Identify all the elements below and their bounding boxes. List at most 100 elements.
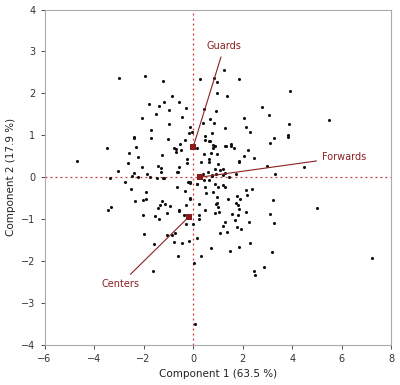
Point [259, 104, 265, 110]
Point [233, 171, 240, 177]
Point [270, 220, 277, 226]
Point [156, 216, 162, 222]
Point [202, 133, 208, 139]
Point [234, 192, 241, 199]
Point [208, 130, 215, 136]
Point [209, 172, 215, 178]
Point [216, 209, 222, 215]
Point [171, 239, 177, 245]
Point [172, 149, 179, 155]
Point [222, 183, 228, 189]
Point [174, 169, 180, 175]
Point [74, 158, 80, 164]
Point [246, 219, 252, 226]
Point [285, 132, 291, 138]
Point [186, 238, 193, 244]
Point [210, 142, 216, 149]
Point [236, 159, 242, 166]
Point [251, 268, 257, 274]
Point [368, 255, 375, 261]
Point [141, 73, 148, 79]
Point [182, 187, 189, 194]
Point [169, 232, 176, 238]
Point [165, 107, 172, 114]
Point [187, 179, 193, 186]
Point [248, 186, 255, 192]
Point [243, 209, 249, 215]
Point [243, 192, 250, 198]
Point [210, 146, 216, 152]
Point [224, 93, 230, 99]
Point [206, 159, 212, 165]
Point [178, 147, 184, 153]
Point [105, 207, 112, 213]
Point [236, 196, 243, 202]
Point [183, 221, 190, 228]
Point [197, 76, 203, 82]
Point [131, 135, 137, 141]
Point [176, 164, 182, 170]
Point [194, 145, 200, 151]
Point [192, 321, 198, 327]
Point [247, 129, 254, 136]
Point [186, 180, 193, 186]
Point [214, 200, 221, 206]
Point [164, 136, 171, 142]
Point [207, 116, 214, 122]
Point [267, 140, 273, 146]
Point [214, 161, 221, 167]
Point [132, 144, 139, 151]
Point [326, 117, 332, 123]
Point [200, 171, 207, 177]
Point [196, 212, 202, 218]
Point [240, 115, 247, 121]
Y-axis label: Component 2 (17.9 %): Component 2 (17.9 %) [6, 118, 16, 236]
Point [245, 147, 251, 153]
Point [128, 186, 134, 192]
Point [198, 159, 204, 165]
Text: Guards: Guards [194, 42, 242, 144]
Point [142, 189, 149, 195]
Point [210, 188, 216, 194]
Point [189, 144, 195, 150]
Point [206, 137, 212, 144]
Point [187, 195, 193, 201]
Point [212, 166, 218, 172]
Point [211, 210, 218, 216]
Point [206, 177, 212, 183]
Point [167, 203, 174, 209]
Point [202, 137, 208, 143]
Point [174, 184, 180, 190]
Point [223, 143, 229, 149]
Point [226, 174, 232, 180]
Point [209, 173, 216, 179]
Point [202, 184, 208, 190]
Point [139, 164, 146, 170]
Point [205, 169, 211, 175]
Point [261, 264, 268, 270]
Point [154, 175, 160, 181]
Point [222, 170, 228, 176]
Point [151, 241, 157, 247]
Point [227, 248, 233, 254]
Point [194, 181, 200, 187]
Point [213, 108, 219, 114]
Point [186, 130, 192, 136]
Point [166, 121, 172, 127]
Point [135, 154, 141, 160]
Point [145, 101, 152, 107]
Point [208, 150, 214, 156]
Point [171, 145, 177, 151]
Point [132, 198, 138, 204]
Point [140, 196, 146, 203]
Point [114, 168, 121, 174]
Point [131, 170, 137, 176]
Point [220, 172, 226, 178]
Point [313, 205, 320, 211]
Point [252, 272, 258, 278]
Point [176, 141, 183, 147]
Point [215, 204, 222, 211]
Point [152, 213, 158, 219]
Point [272, 171, 278, 177]
Point [220, 223, 226, 229]
